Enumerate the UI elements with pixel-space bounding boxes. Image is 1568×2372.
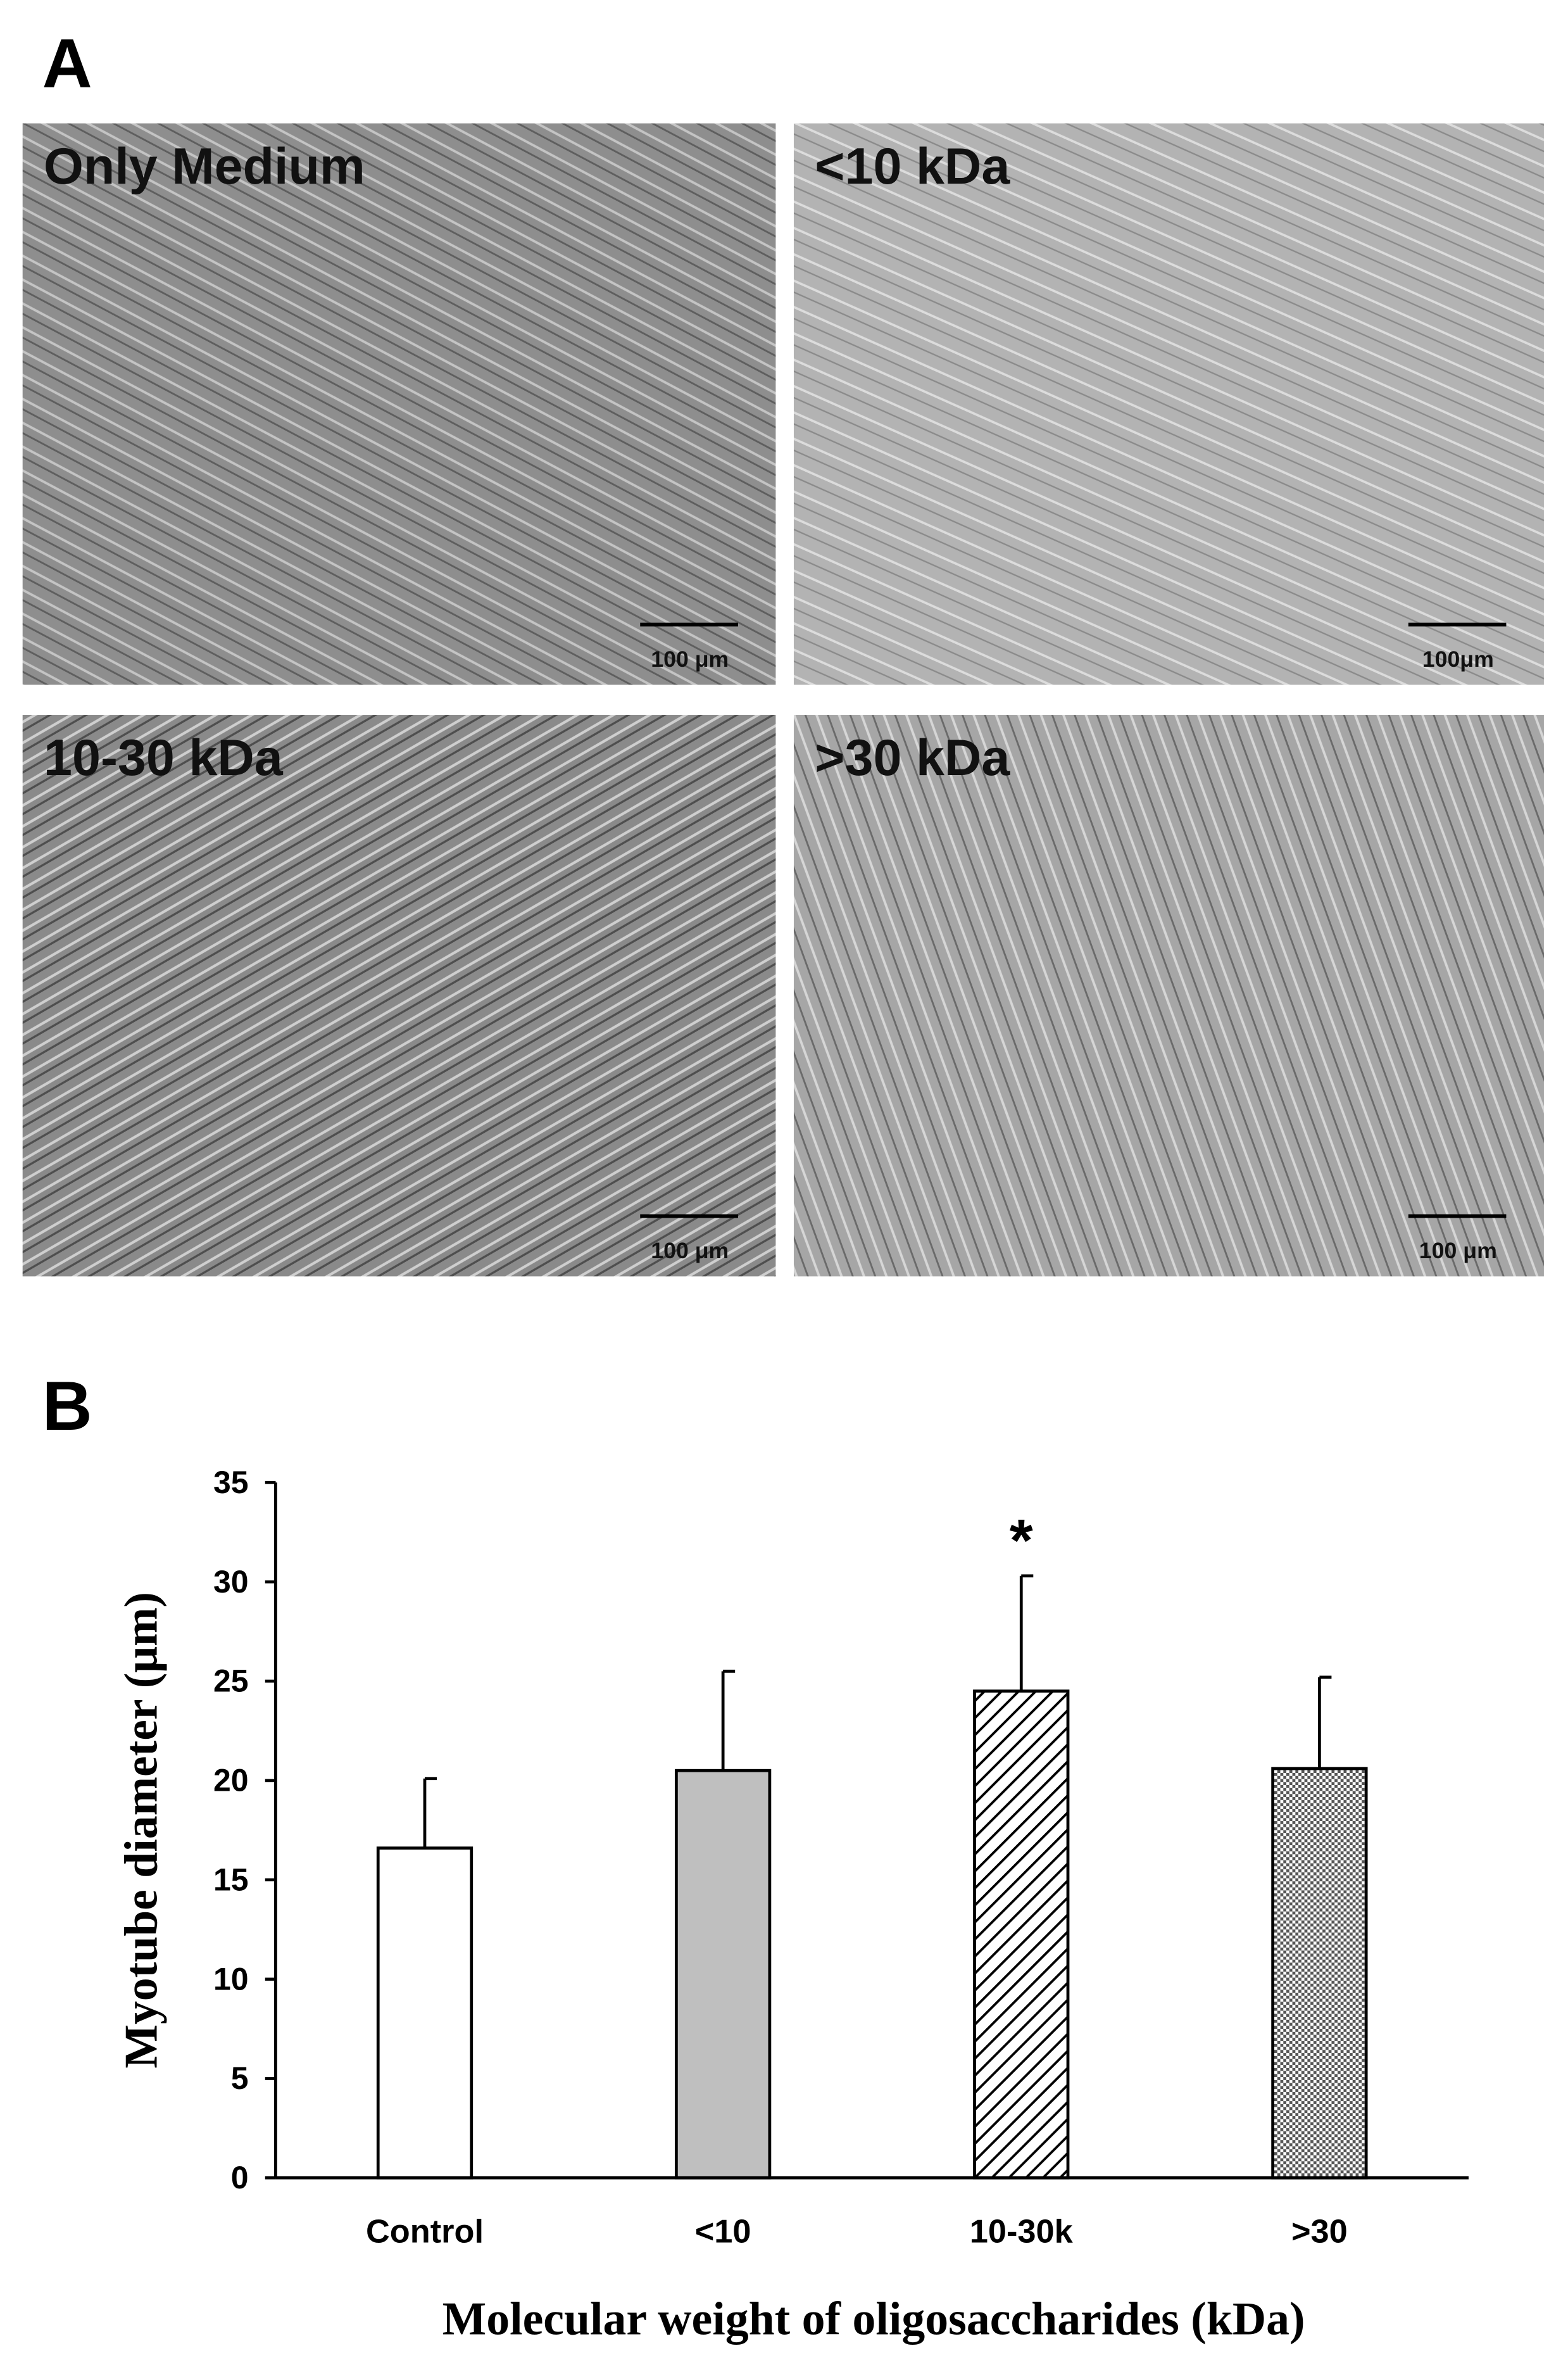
- y-tick-label: 35: [213, 1465, 249, 1500]
- image-label: 10-30 kDa: [44, 729, 284, 786]
- micrograph: [793, 123, 1544, 685]
- panel-label: A: [42, 25, 92, 103]
- y-tick-label: 5: [231, 2060, 249, 2096]
- micrograph: [793, 715, 1544, 1277]
- micrographs: Only Medium 100 μm <10 kDa 100μm 10-30 kDa 10…: [22, 123, 1544, 1277]
- y-tick-label: 0: [231, 2160, 249, 2195]
- y-axis-title: Myotube diameter (μm): [115, 1592, 166, 2068]
- scale-bar-label: 100 μm: [651, 647, 729, 672]
- image-label: <10 kDa: [815, 138, 1010, 195]
- bar: [973, 1689, 1070, 2180]
- x-tick-label: <10: [695, 2214, 751, 2250]
- image-label: Only Medium: [44, 138, 365, 195]
- bar: [376, 1846, 474, 2180]
- x-axis-title: Molecular weight of oligosaccharides (kD…: [442, 2293, 1305, 2345]
- bar-chart: 0 5 10 15 20 25 30 35 Myotube diameter (μm) Molec…: [115, 1465, 1469, 2345]
- panel-label: B: [42, 1368, 92, 1445]
- y-tick-label: 25: [213, 1663, 249, 1699]
- x-tick-label: 10-30k: [970, 2214, 1074, 2250]
- scale-bar-label: 100 μm: [1419, 1238, 1497, 1263]
- y-tick-label: 30: [213, 1564, 249, 1599]
- annotation: *: [1010, 1507, 1033, 1574]
- bar: [1271, 1767, 1368, 2180]
- y-tick-label: 10: [213, 1961, 249, 1997]
- x-tick-label: >30: [1291, 2214, 1348, 2250]
- micrograph: [22, 715, 776, 1277]
- scale-bar-label: 100 μm: [651, 1238, 729, 1263]
- x-tick-label: Control: [366, 2214, 484, 2250]
- y-tick-label: 15: [213, 1862, 249, 1897]
- scale-bar-label: 100μm: [1422, 647, 1494, 672]
- bar: [674, 1769, 772, 2180]
- y-tick-label: 20: [213, 1763, 249, 1798]
- image-label: >30 kDa: [815, 729, 1010, 786]
- micrograph: [22, 123, 776, 685]
